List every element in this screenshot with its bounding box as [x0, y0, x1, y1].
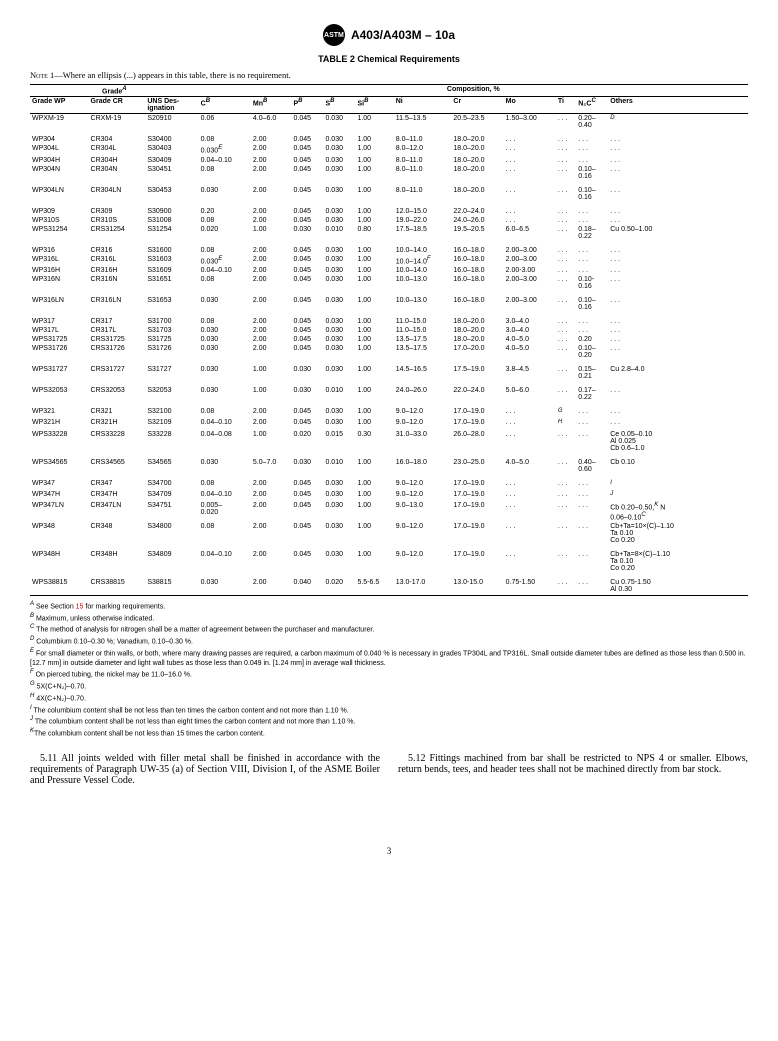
col-s: SB: [323, 97, 355, 114]
para-5-12: 5.12 Fittings machined from bar shall be…: [398, 753, 748, 775]
table-row: WP347CR347S347000.082.000.0450.0301.009.…: [30, 474, 748, 490]
col-mo: Mo: [504, 97, 556, 114]
table-row: WP347LNCR347LNS347510.005– 0.0202.000.04…: [30, 501, 748, 522]
page-number: 3: [30, 846, 748, 856]
designation: A403/A403M – 10a: [351, 28, 455, 42]
col-n: N₂CC: [576, 97, 608, 114]
table-row: WP347HCR347HS347090.04–0.102.000.0450.03…: [30, 490, 748, 501]
table-row: WPXM-19CRXM-19S209100.064.0–6.00.0450.03…: [30, 114, 748, 131]
table-row: WPS38815CRS38815S388150.0302.000.0400.02…: [30, 573, 748, 596]
table-row: WP310SCR310SS310080.082.000.0450.0301.00…: [30, 216, 748, 225]
col-uns: UNS Des- ignation: [145, 97, 198, 114]
chemical-requirements-table: GradeA Composition, % Grade WP Grade CR …: [30, 84, 748, 596]
table-row: WPS31726CRS31726S317260.0302.000.0450.03…: [30, 344, 748, 360]
table-row: WP304NCR304NS304510.082.000.0450.0301.00…: [30, 165, 748, 181]
table-row: WP316CR316S316000.082.000.0450.0301.0010…: [30, 241, 748, 255]
col-others: Others: [608, 97, 748, 114]
table-row: WP321HCR321HS321090.04–0.102.000.0450.03…: [30, 418, 748, 429]
table-row: WP317CR317S317000.082.000.0450.0301.0011…: [30, 312, 748, 326]
page-header: ASTM A403/A403M – 10a: [30, 24, 748, 46]
col-ti: Ti: [556, 97, 576, 114]
table-row: WPS33228CRS33228S332280.04–0.081.000.020…: [30, 430, 748, 453]
col-crcol: Cr: [451, 97, 503, 114]
table-row: WPS31727CRS31727S317270.0301.000.0300.03…: [30, 360, 748, 381]
table-row: WP316HCR316HS316090.04–0.102.000.0450.03…: [30, 266, 748, 275]
table-row: WP309CR309S309000.202.000.0450.0301.0012…: [30, 202, 748, 216]
table-row: WP316NCR316NS316510.082.000.0450.0301.00…: [30, 275, 748, 291]
table-row: WP317LCR317LS317030.0302.000.0450.0301.0…: [30, 326, 748, 335]
para-5-11: 5.11 All joints welded with filler metal…: [30, 753, 380, 786]
table-row: WP321CR321S321000.082.000.0450.0301.009.…: [30, 402, 748, 418]
table-row: WP304LCR304LS304030.030E2.000.0450.0301.…: [30, 144, 748, 155]
body-text: 5.11 All joints welded with filler metal…: [30, 753, 748, 786]
table-row: WP316LCR316LS316030.030E2.000.0450.0301.…: [30, 255, 748, 266]
table-row: WP348CR348S348000.082.000.0450.0301.009.…: [30, 522, 748, 545]
col-p: PB: [292, 97, 324, 114]
col-c: CB: [199, 97, 251, 114]
table-row: WPS31254CRS31254S312540.0201.000.0300.01…: [30, 225, 748, 241]
table-row: WPS34565CRS34565S345650.0305.0–7.00.0300…: [30, 453, 748, 474]
table-row: WP316LNCR316LNS316530.0302.000.0450.0301…: [30, 291, 748, 312]
table-note: Note 1—Where an ellipsis (...) appears i…: [30, 70, 748, 80]
footnotes: A See Section 15 for marking requirement…: [30, 600, 748, 739]
col-ni: Ni: [394, 97, 452, 114]
table-row: WPS31725CRS31725S317250.0302.000.0450.03…: [30, 335, 748, 344]
col-cr: Grade CR: [89, 97, 146, 114]
astm-logo-icon: ASTM: [323, 24, 345, 46]
col-wp: Grade WP: [30, 97, 89, 114]
table-row: WP304LNCR304LNS304530.0302.000.0450.0301…: [30, 181, 748, 202]
col-mn: MnB: [251, 97, 292, 114]
table-row: WP304CR304S304000.082.000.0450.0301.008.…: [30, 130, 748, 144]
col-si: SiB: [355, 97, 393, 114]
table-row: WP304HCR304HS304090.04–0.102.000.0450.03…: [30, 156, 748, 165]
table-title: TABLE 2 Chemical Requirements: [30, 54, 748, 64]
table-row: WP348HCR348HS348090.04–0.102.000.0450.03…: [30, 545, 748, 573]
table-row: WPS32053CRS32053S320530.0301.000.0300.01…: [30, 381, 748, 402]
